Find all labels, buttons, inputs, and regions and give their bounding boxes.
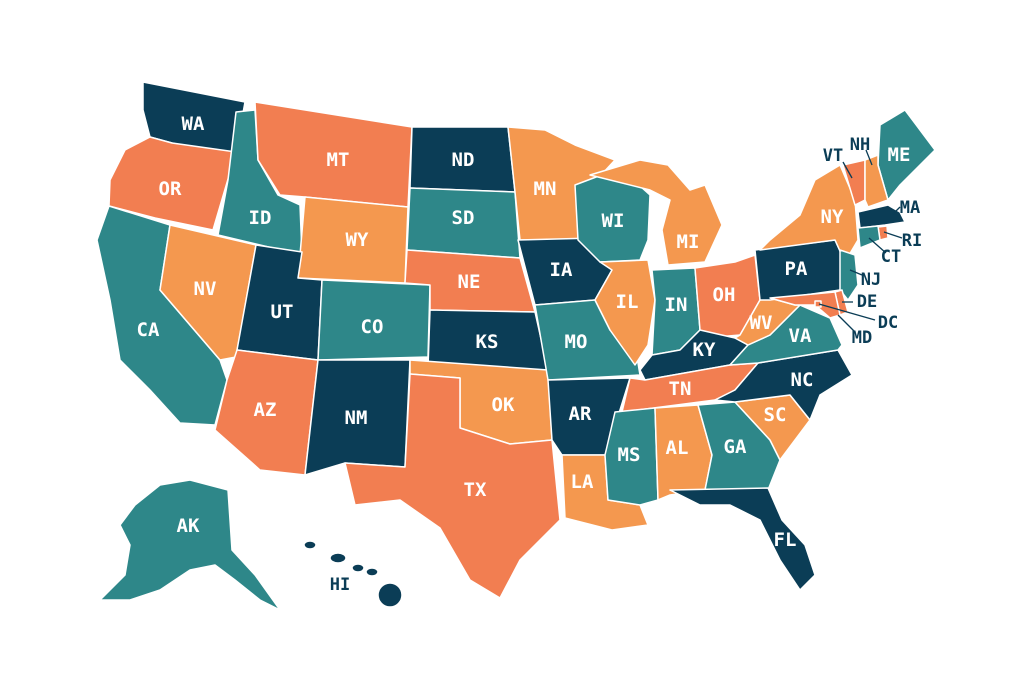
state-NJ	[839, 249, 859, 301]
state-label-WA: WA	[182, 113, 205, 135]
state-label-CO: CO	[361, 316, 384, 338]
state-label-TX: TX	[464, 479, 487, 501]
leader-line-NH	[865, 149, 873, 166]
state-label-CT: CT	[881, 247, 901, 267]
state-label-NY: NY	[821, 206, 844, 228]
state-label-KS: KS	[476, 331, 499, 353]
state-label-UT: UT	[271, 301, 294, 323]
state-label-GA: GA	[724, 436, 747, 458]
leader-line-MA	[892, 206, 901, 215]
state-label-VT: VT	[823, 146, 843, 166]
state-FL	[669, 487, 816, 591]
state-label-NC: NC	[791, 369, 814, 391]
state-label-AK: AK	[177, 515, 200, 537]
state-label-MA: MA	[900, 198, 920, 218]
state-label-MO: MO	[565, 331, 588, 353]
state-MD	[769, 291, 841, 319]
state-label-VA: VA	[789, 325, 812, 347]
state-label-AZ: AZ	[254, 399, 277, 421]
state-label-IL: IL	[616, 291, 639, 313]
state-label-WI: WI	[602, 210, 625, 232]
leader-lines	[818, 149, 903, 333]
state-NH	[864, 154, 889, 208]
state-label-NV: NV	[194, 278, 217, 300]
state-label-ND: ND	[452, 149, 475, 171]
leader-line-VT	[842, 161, 853, 179]
state-NV	[159, 224, 257, 361]
state-label-ID: ID	[249, 207, 272, 229]
state-label-MD: MD	[852, 328, 872, 348]
state-label-WY: WY	[346, 229, 369, 251]
state-CT	[857, 225, 881, 249]
state-TX	[344, 373, 561, 599]
state-label-OK: OK	[492, 394, 515, 416]
state-label-WV: WV	[750, 312, 773, 334]
state-label-DE: DE	[857, 292, 877, 312]
state-NY	[759, 164, 859, 263]
state-label-NJ: NJ	[861, 270, 881, 290]
state-label-PA: PA	[785, 258, 808, 280]
state-label-IA: IA	[550, 259, 573, 281]
state-label-OR: OR	[159, 178, 182, 200]
state-label-HI: HI	[330, 575, 350, 595]
state-label-OH: OH	[713, 284, 736, 306]
state-label-MT: MT	[327, 149, 350, 171]
leader-line-DC	[818, 303, 876, 321]
state-MI	[589, 159, 723, 266]
state-label-TN: TN	[669, 378, 692, 400]
state-label-NE: NE	[458, 271, 481, 293]
state-label-MN: MN	[534, 178, 557, 200]
state-label-CA: CA	[137, 319, 160, 341]
state-label-DC: DC	[878, 313, 898, 333]
state-label-KY: KY	[693, 339, 716, 361]
state-label-AR: AR	[569, 403, 592, 425]
state-OR	[108, 136, 237, 231]
leader-line-RI	[883, 231, 903, 239]
state-label-MI: MI	[677, 231, 700, 253]
state-DC	[814, 300, 822, 308]
state-label-ME: ME	[888, 144, 911, 166]
state-label-FL: FL	[774, 529, 797, 551]
leader-line-CT	[868, 237, 887, 254]
state-label-SC: SC	[764, 404, 787, 426]
state-label-LA: LA	[571, 471, 594, 493]
state-label-RI: RI	[902, 231, 922, 251]
state-label-NH: NH	[850, 135, 870, 155]
state-label-SD: SD	[452, 207, 475, 229]
state-AK	[99, 479, 281, 611]
labels-layer: WA OR CA ID NV MT WY UT AZ CO NM ND SD N…	[137, 113, 923, 595]
leader-line-MD	[837, 314, 856, 333]
state-label-IN: IN	[665, 294, 688, 316]
states-layer	[96, 81, 936, 611]
state-label-MS: MS	[618, 444, 641, 466]
state-IL	[594, 259, 656, 366]
leader-line-NJ	[849, 269, 863, 276]
state-label-AL: AL	[666, 437, 689, 459]
state-HI	[303, 540, 403, 608]
state-NC	[714, 349, 853, 421]
state-label-NM: NM	[345, 407, 368, 429]
